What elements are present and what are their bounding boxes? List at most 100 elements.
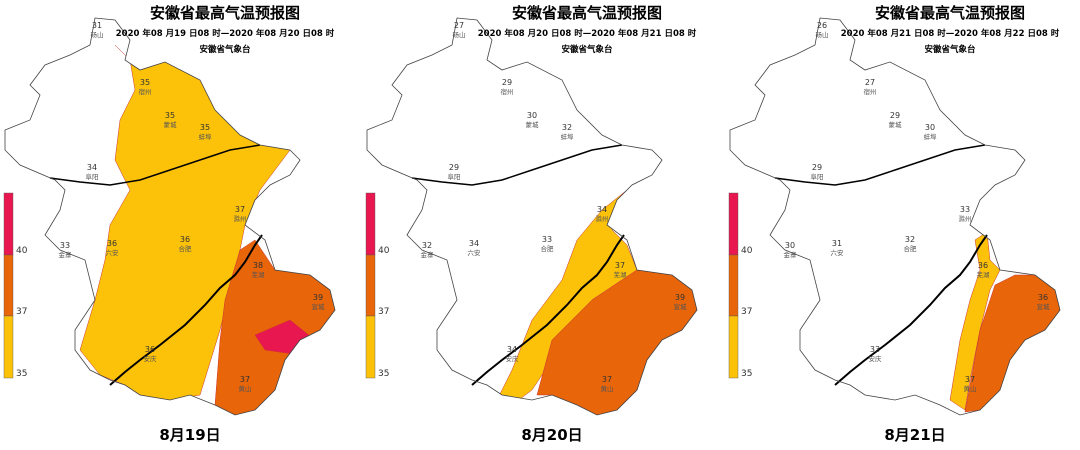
station-temp: 36 xyxy=(1038,293,1048,302)
map-panel: 安徽省最高气温预报图 2020 年08 月20 日08 时—2020 年08 月2… xyxy=(365,4,698,444)
station-name: 合肥 xyxy=(179,244,193,253)
station-temp: 35 xyxy=(140,78,150,87)
station-name: 六安 xyxy=(831,248,845,257)
yangtze-river xyxy=(109,234,263,386)
legend-swatch xyxy=(3,254,14,317)
legend-label: 37 xyxy=(741,307,752,317)
station-name: 宣城 xyxy=(312,302,326,311)
station-temp: 33 xyxy=(960,205,970,214)
map-panel: 安徽省最高气温预报图 2020 年08 月19 日08 时—2020 年08 月2… xyxy=(3,4,336,444)
station-name: 六安 xyxy=(106,248,120,257)
map-title: 安徽省最高气温预报图 xyxy=(150,4,300,22)
station-temp: 32 xyxy=(422,241,432,250)
station-temp: 35 xyxy=(165,111,175,120)
station-name: 金寨 xyxy=(421,250,435,259)
province-outline xyxy=(366,17,698,416)
station-temp: 34 xyxy=(469,239,479,248)
legend-label: 37 xyxy=(378,307,389,317)
station-name: 合肥 xyxy=(904,244,918,253)
legend-swatch xyxy=(728,192,739,256)
station-temp: 30 xyxy=(785,241,795,250)
station-name: 滁州 xyxy=(959,214,972,223)
station-name: 蒙城 xyxy=(526,120,540,129)
station-name: 滁州 xyxy=(234,214,247,223)
station-name: 宿州 xyxy=(501,87,514,96)
station-temp: 33 xyxy=(60,241,70,250)
station-temp: 34 xyxy=(87,163,97,172)
map-panel: 安徽省最高气温预报图 2020 年08 月21 日08 时—2020 年08 月2… xyxy=(728,4,1061,444)
station-temp: 36 xyxy=(145,345,155,354)
legend-swatch xyxy=(3,315,14,379)
station-temp: 39 xyxy=(675,293,685,302)
station-temp: 36 xyxy=(107,239,117,248)
station-temp: 29 xyxy=(890,111,900,120)
legend-swatch xyxy=(728,315,739,379)
huai-river xyxy=(774,144,986,186)
map-title: 安徽省最高气温预报图 xyxy=(875,4,1025,22)
map-agency: 安徽省气象台 xyxy=(924,44,976,55)
map-period: 2020 年08 月20 日08 时—2020 年08 月21 日08 时 xyxy=(478,28,697,39)
map-agency: 安徽省气象台 xyxy=(199,44,251,55)
station-name: 芜湖 xyxy=(977,270,991,279)
map-agency: 安徽省气象台 xyxy=(561,44,613,55)
station-name: 芜湖 xyxy=(614,270,628,279)
station-name: 蚌埠 xyxy=(199,132,213,141)
station-temp: 33 xyxy=(870,345,880,354)
station-name: 宣城 xyxy=(1037,302,1051,311)
map-title: 安徽省最高气温预报图 xyxy=(512,4,662,22)
legend-label: 40 xyxy=(741,246,753,256)
temp-area xyxy=(949,231,1001,411)
map-period: 2020 年08 月21 日08 时—2020 年08 月22 日08 时 xyxy=(841,28,1060,39)
legend-label: 40 xyxy=(16,246,28,256)
province-outline xyxy=(4,17,336,416)
station-name: 安庆 xyxy=(869,354,883,363)
station-temp: 31 xyxy=(92,21,102,30)
station-temp: 35 xyxy=(200,123,210,132)
station-temp: 37 xyxy=(240,375,250,384)
station-name: 砀山 xyxy=(453,30,466,39)
station-name: 蒙城 xyxy=(889,120,903,129)
legend-swatch xyxy=(365,192,376,256)
map-period: 2020 年08 月19 日08 时—2020 年08 月20 日08 时 xyxy=(116,28,335,39)
huai-river xyxy=(49,144,261,186)
legend-label: 35 xyxy=(378,369,389,379)
station-temp: 29 xyxy=(812,163,822,172)
station-temp: 29 xyxy=(449,163,459,172)
station-name: 金寨 xyxy=(784,250,798,259)
station-temp: 37 xyxy=(235,205,245,214)
legend-label: 40 xyxy=(378,246,390,256)
yangtze-river xyxy=(834,234,988,386)
legend-label: 35 xyxy=(16,369,27,379)
station-name: 滁州 xyxy=(596,214,609,223)
map-date: 8月19日 xyxy=(159,426,220,444)
station-temp: 36 xyxy=(978,261,988,270)
station-name: 芜湖 xyxy=(252,270,266,279)
huai-river xyxy=(411,144,623,186)
station-temp: 26 xyxy=(817,21,827,30)
province-outline xyxy=(729,17,1061,416)
station-temp: 37 xyxy=(602,375,612,384)
station-name: 阜阳 xyxy=(811,172,824,181)
station-temp: 37 xyxy=(965,375,975,384)
station-temp: 38 xyxy=(253,261,263,270)
station-temp: 33 xyxy=(542,235,552,244)
station-temp: 34 xyxy=(507,345,517,354)
station-name: 砀山 xyxy=(816,30,829,39)
legend-swatch xyxy=(365,315,376,379)
station-temp: 32 xyxy=(905,235,915,244)
map-date: 8月21日 xyxy=(884,426,945,444)
station-name: 合肥 xyxy=(541,244,555,253)
station-name: 黄山 xyxy=(964,384,977,393)
station-name: 安庆 xyxy=(506,354,520,363)
station-name: 阜阳 xyxy=(448,172,461,181)
temp-areas xyxy=(949,231,1060,413)
station-temp: 36 xyxy=(180,235,190,244)
station-temp: 34 xyxy=(597,205,607,214)
station-name: 蚌埠 xyxy=(924,132,938,141)
map-date: 8月20日 xyxy=(521,426,582,444)
station-temp: 31 xyxy=(832,239,842,248)
station-name: 宣城 xyxy=(674,302,688,311)
station-name: 阜阳 xyxy=(86,172,99,181)
station-temp: 30 xyxy=(925,123,935,132)
station-name: 黄山 xyxy=(601,384,614,393)
